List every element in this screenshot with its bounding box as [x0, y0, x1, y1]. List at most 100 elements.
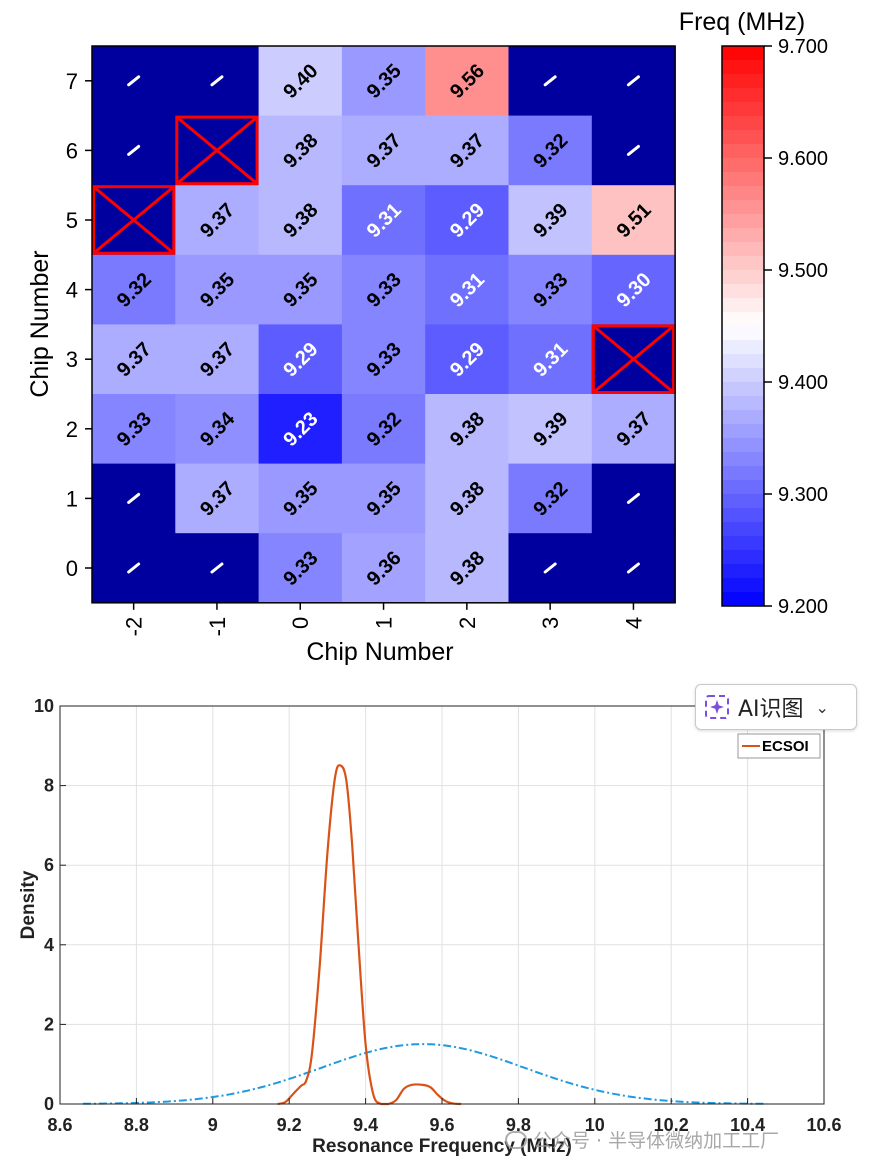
x-tick-label: 10 — [585, 1115, 605, 1135]
missing-cell-mark — [626, 492, 640, 504]
colorbar-tick-label: 9.300 — [778, 484, 828, 506]
colorbar-segment — [722, 326, 764, 341]
missing-cell-mark — [127, 562, 141, 574]
heatmap-cell — [341, 115, 426, 186]
heatmap-cell — [508, 463, 593, 534]
y-tick-label: 6 — [66, 138, 78, 163]
missing-cell-mark — [127, 144, 141, 156]
heatmap-cell — [175, 394, 260, 465]
colorbar-segment — [722, 116, 764, 131]
colorbar-tick-label: 9.200 — [778, 596, 828, 618]
heatmap-cell — [175, 185, 260, 256]
watermark-text: 公众号 · 半导体微纳加工工厂 — [533, 1130, 780, 1152]
defect-cross-line — [592, 324, 675, 394]
colorbar: 9.700 9.600 9.500 9.400 9.300 9.200 — [721, 36, 828, 618]
colorbar-segment — [722, 88, 764, 103]
colorbar-segment — [722, 424, 764, 439]
heatmap-cell — [425, 533, 510, 604]
heatmap-cell — [258, 254, 343, 325]
y-tick-label: 2 — [44, 1014, 54, 1034]
y-tick-label: 6 — [44, 855, 54, 875]
y-tick-label: 0 — [66, 556, 78, 581]
colorbar-segment — [722, 578, 764, 593]
colorbar-segment — [722, 550, 764, 565]
colorbar-segment — [722, 564, 764, 579]
x-tick-label: 9.4 — [353, 1115, 378, 1135]
colorbar-segment — [722, 382, 764, 397]
colorbar-segment — [722, 186, 764, 201]
colorbar-segment — [722, 144, 764, 159]
heatmap-cell — [258, 115, 343, 186]
y-tick-label: 8 — [44, 776, 54, 796]
x-tick-label: 3 — [538, 617, 563, 629]
series-ecsoi-line — [277, 764, 462, 1106]
sparkle-icon — [705, 695, 729, 719]
colorbar-segment — [722, 102, 764, 117]
heatmap-cell — [258, 324, 343, 395]
y-tick-label: 4 — [66, 278, 78, 303]
colorbar-segment — [722, 270, 764, 285]
colorbar-segment — [722, 242, 764, 257]
x-tick-label: -2 — [122, 617, 147, 637]
missing-cell-mark — [127, 492, 141, 504]
colorbar-segment — [722, 214, 764, 229]
series-fit-curve — [82, 1043, 767, 1105]
heatmap-cell — [591, 254, 676, 325]
heatmap-cell — [175, 254, 260, 325]
defect-cross-line — [175, 115, 259, 185]
heatmap-cell — [175, 463, 260, 534]
colorbar-segment — [722, 228, 764, 243]
heatmap-x-axis-label: Chip Number — [306, 638, 453, 666]
x-tick-label: 9.8 — [506, 1115, 531, 1135]
heatmap-cell — [258, 394, 343, 465]
y-tick-label: 2 — [66, 417, 78, 442]
heatmap-chart: 9.40 9.35 9.569.38 9.37 9.37 9.329.37 9.38 9.31… — [26, 8, 828, 666]
colorbar-segment — [722, 354, 764, 369]
heatmap-cell — [341, 394, 426, 465]
x-tick-label: 10.2 — [654, 1115, 689, 1135]
heatmap-cell — [508, 115, 593, 186]
heatmap-cell — [425, 46, 510, 117]
missing-cell-mark — [626, 144, 640, 156]
colorbar-frame — [721, 45, 765, 607]
heatmap-cell — [258, 463, 343, 534]
missing-cell-mark — [127, 75, 141, 87]
ai-button-label: AI识图 — [738, 697, 804, 722]
heatmap-cell — [92, 394, 176, 465]
heatmap-cell — [341, 533, 426, 604]
heatmap-cell — [341, 185, 426, 256]
x-tick-label: -1 — [205, 617, 230, 637]
heatmap-cell — [175, 324, 260, 395]
ai-image-recognition-button[interactable]: AI识图 ⌄ — [695, 684, 857, 730]
missing-cell-mark — [626, 75, 640, 87]
colorbar-segment — [722, 46, 764, 61]
colorbar-segment — [722, 592, 764, 607]
x-tick-label: 8.8 — [124, 1115, 149, 1135]
heatmap-cell — [425, 254, 510, 325]
colorbar-segment — [722, 396, 764, 411]
y-tick-label: 10 — [34, 696, 54, 716]
heatmap-cell — [341, 324, 426, 395]
heatmap-cell — [341, 254, 426, 325]
colorbar-segment — [722, 130, 764, 145]
colorbar-segment — [722, 368, 764, 383]
colorbar-segment — [722, 494, 764, 509]
chevron-down-icon: ⌄ — [815, 697, 829, 717]
colorbar-segment — [722, 298, 764, 313]
heatmap-axes: 7 6 5 4 3 2 1 0 -2 -1 0 1 2 3 4 — [66, 45, 676, 637]
colorbar-segment — [722, 172, 764, 187]
colorbar-segment — [722, 522, 764, 537]
density-plot-frame — [59, 705, 825, 1105]
density-axes: 8.6 8.8 9 9.2 9.4 9.6 9.8 10 10.2 10.4 10.6 0 2 4 6 8 10 — [34, 696, 842, 1135]
defect-cross-line — [92, 185, 175, 255]
heatmap-cell — [425, 324, 510, 395]
y-tick-label: 4 — [44, 935, 54, 955]
watermark: 公众号 · 半导体微纳加工工厂 — [505, 1126, 779, 1153]
defect-cell-box — [92, 185, 176, 255]
heatmap-y-axis-label: Chip Number — [26, 250, 54, 397]
missing-cell-mark — [543, 562, 557, 574]
y-tick-label: 1 — [66, 486, 78, 511]
x-tick-label: 9.2 — [277, 1115, 302, 1135]
colorbar-segment — [722, 74, 764, 89]
missing-cell-mark — [210, 562, 224, 574]
